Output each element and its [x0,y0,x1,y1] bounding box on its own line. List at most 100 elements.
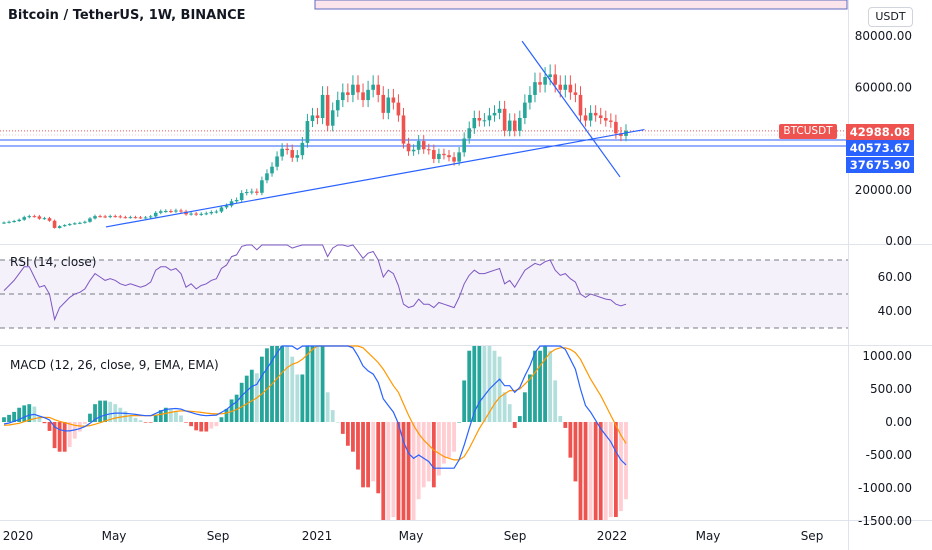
candle-body [98,216,102,218]
macd-histogram-bar [543,346,547,422]
macd-histogram-bar [502,392,507,422]
macd-histogram-bar [356,422,360,470]
macd-histogram-bar [194,422,199,431]
macd-histogram-bar [371,422,376,482]
macd-histogram-bar [239,382,244,422]
candle-body [371,84,375,90]
candle-body [189,213,193,215]
candle-body [128,217,133,219]
candle-body [194,213,198,215]
candle-body [72,223,77,225]
candle-body [462,138,466,153]
macd-line [3,345,627,469]
macd-signal-line [3,345,627,461]
candle-body [482,120,487,122]
candle-body [255,191,259,193]
candle-body [421,141,426,150]
candle-body [335,100,340,111]
macd-histogram-bar [214,422,219,427]
candle-body [143,217,148,219]
macd-histogram-bar [265,348,269,422]
candle-body [356,84,360,93]
macd-histogram-bar [219,417,224,422]
macd-histogram-bar [305,346,310,422]
macd-histogram-bar [209,422,214,429]
macd-histogram-bar [189,422,194,427]
candle-body [229,201,234,206]
symbol-title[interactable]: Bitcoin / TetherUS, 1W, BINANCE [8,8,246,23]
candle-body [401,115,406,144]
macd-histogram-bar [598,422,603,520]
macd-histogram-bar [184,422,188,423]
candle-body [280,148,284,157]
macd-histogram-bar [234,394,239,422]
candle-body [619,133,623,136]
time-axis-tick: May [102,529,127,543]
macd-histogram-bar [163,407,168,422]
price-axis-tick: 20000.00 [855,183,912,197]
candle-body [578,94,583,116]
time-axis-tick: 2020 [3,529,34,543]
candle-body [568,84,573,93]
candle-body [275,156,279,167]
macd-histogram-bar [613,422,618,518]
macd-histogram-bar [7,414,11,422]
macd-histogram-bar [179,415,183,422]
candle-body [351,84,355,95]
macd-histogram-bar [199,422,204,432]
macd-histogram-bar [37,416,42,422]
candle-body [346,92,350,95]
macd-histogram-bar [386,422,391,520]
macd-label[interactable]: MACD (12, 26, close, 9, EMA, EMA) [10,358,219,372]
trendline [105,128,645,228]
candle-body [366,89,370,101]
currency-button[interactable]: USDT [868,7,913,27]
last-price-badge: 42988.08 [846,124,914,140]
macd-histogram-bar [396,422,401,520]
candle-body [588,112,593,121]
macd-histogram-bar [330,410,335,422]
candle-body [148,216,153,218]
candle-body [290,150,295,158]
macd-axis-tick: 1000.00 [862,349,912,363]
candle-body [457,152,461,162]
candle-body [391,97,396,103]
macd-histogram-bar [533,350,537,422]
rsi-label[interactable]: RSI (14, close) [10,255,97,269]
time-axis-tick: May [696,529,721,543]
candle-body [164,211,168,213]
macd-histogram-bar [426,422,431,482]
macd-histogram-bar [583,422,588,520]
macd-histogram-bar [573,422,578,482]
candle-body [133,217,138,219]
candle-body [315,115,320,118]
candle-body [558,84,563,90]
macd-histogram-bar [244,375,249,422]
macd-histogram-bar [431,422,436,488]
macd-histogram-bar [603,422,608,520]
candle-body [169,211,173,213]
macd-histogram-bar [351,422,355,452]
macd-histogram-bar [108,401,113,422]
macd-histogram-bar [619,422,623,512]
macd-histogram-bar [88,413,92,422]
candle-body [447,155,451,158]
macd-histogram-bar [290,356,295,422]
level-badge-2: 37675.90 [846,157,914,173]
candle-body [138,217,143,219]
candle-body [300,142,305,156]
macd-histogram-bar [376,422,381,494]
macd-histogram-bar [128,414,133,422]
rsi-axis-tick: 40.00 [878,304,912,318]
macd-histogram-bar [22,405,27,422]
macd-histogram-bar [406,422,411,520]
macd-histogram-bar [320,346,325,422]
macd-histogram-bar [548,350,553,422]
macd-axis-tick: 0.00 [885,415,912,429]
macd-histogram-bar [260,356,264,422]
macd-histogram-bar [517,416,522,422]
candle-body [330,110,335,126]
macd-histogram-bar [204,422,209,432]
